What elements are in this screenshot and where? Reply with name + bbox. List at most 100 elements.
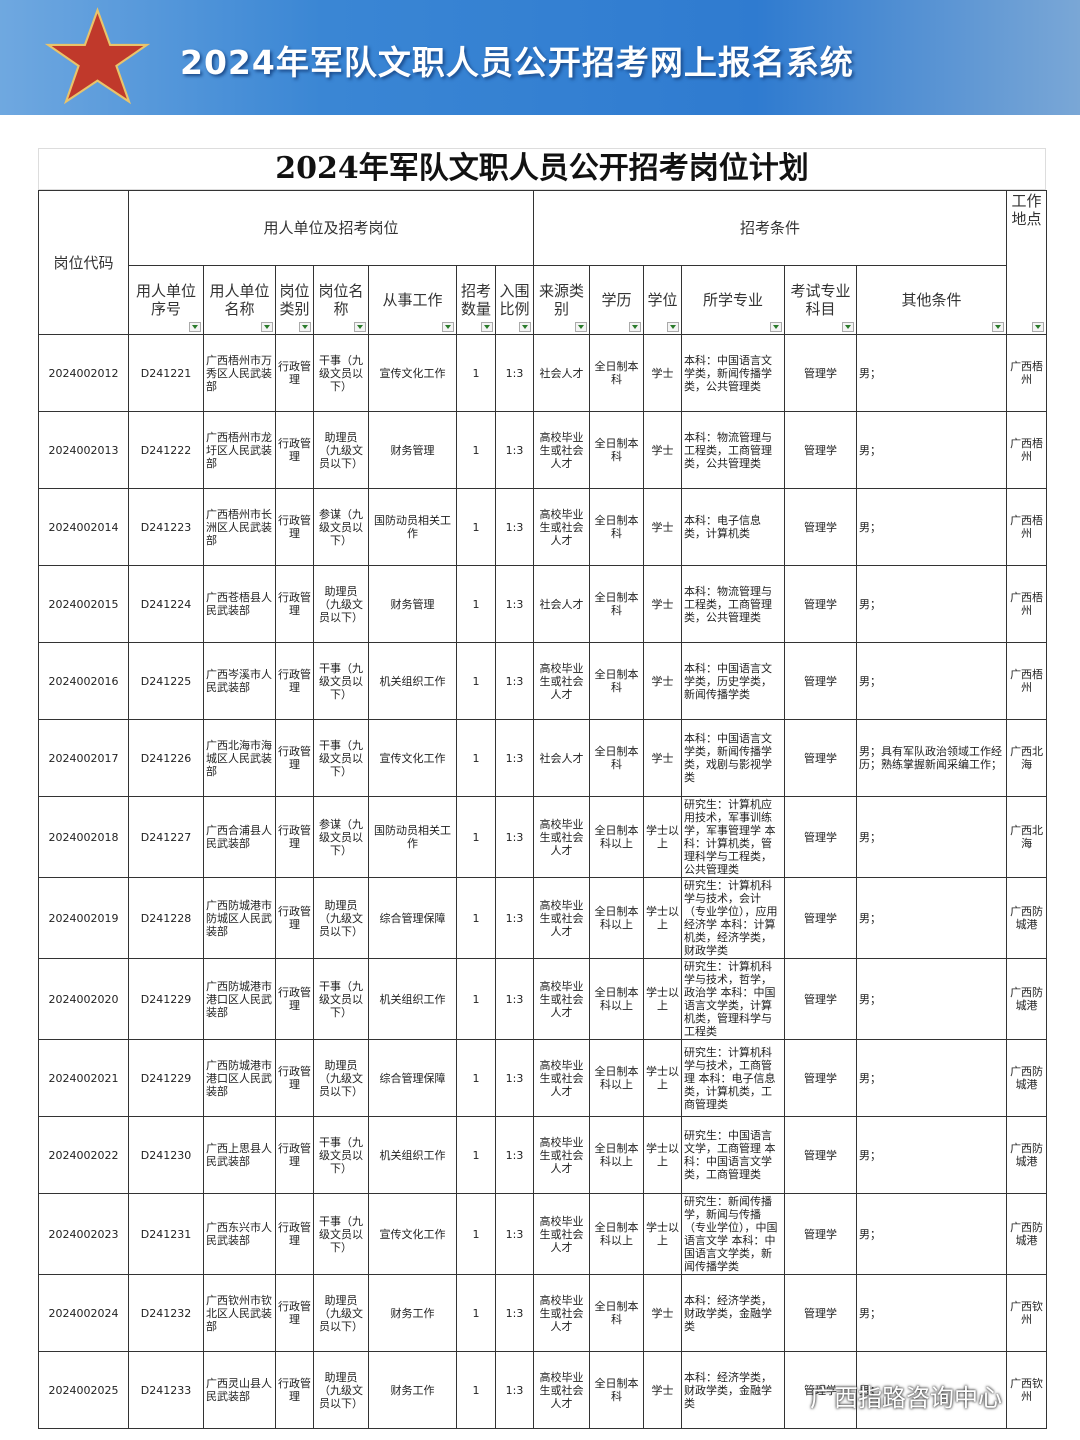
exam-subject: 管理学 [784, 1116, 858, 1194]
unit-number: D241228 [128, 877, 204, 959]
position-code: 2024002013 [38, 411, 129, 489]
work: 宣传文化工作 [368, 1193, 457, 1275]
category: 行政管理 [275, 565, 314, 643]
group-header: 招考条件 [533, 190, 1008, 266]
position-code: 2024002020 [38, 958, 129, 1040]
count: 1 [456, 1116, 496, 1194]
source: 高校毕业生或社会人才 [533, 488, 591, 566]
position-name: 干事（九级文员以下） [313, 334, 369, 412]
unit-name: 广西灵山县人民武装部 [203, 1351, 276, 1429]
source: 高校毕业生或社会人才 [533, 1116, 591, 1194]
group-header: 岗位代码 [38, 190, 129, 335]
unit-name: 广西钦州市钦北区人民武装部 [203, 1274, 276, 1352]
degree: 学士以上 [643, 796, 683, 878]
ratio: 1:3 [494, 1193, 535, 1275]
location: 广西梧州 [1006, 642, 1048, 720]
education: 全日制本科以上 [589, 1116, 645, 1194]
column-header: 所学专业 [681, 265, 786, 335]
filter-button[interactable] [481, 322, 493, 332]
ratio: 1:3 [494, 642, 535, 720]
other-conditions: 男； [856, 411, 1008, 489]
unit-number: D241222 [128, 411, 204, 489]
degree: 学士 [643, 1274, 683, 1352]
count: 1 [456, 411, 496, 489]
source: 高校毕业生或社会人才 [533, 411, 591, 489]
filter-button[interactable] [575, 322, 588, 332]
exam-subject: 管理学 [784, 565, 858, 643]
exam-subject: 管理学 [784, 1039, 858, 1117]
position-code: 2024002016 [38, 642, 129, 720]
other-conditions: 男； [856, 1116, 1008, 1194]
other-conditions: 男； [856, 565, 1008, 643]
count: 1 [456, 958, 496, 1040]
major: 本科：中国语言文学类，新闻传播学类，公共管理类 [681, 334, 786, 412]
filter-button[interactable] [842, 322, 855, 332]
filter-button[interactable] [992, 322, 1005, 332]
unit-number: D241232 [128, 1274, 204, 1352]
major: 研究生：新闻传播学，新闻与传播（专业学位），中国语言文学 本科：中国语言文学类，… [681, 1193, 786, 1275]
unit-number: D241230 [128, 1116, 204, 1194]
other-conditions: 男； [856, 1039, 1008, 1117]
category: 行政管理 [275, 1274, 314, 1352]
position-code: 2024002014 [38, 488, 129, 566]
column-header: 岗位名称 [313, 265, 369, 335]
education: 全日制本科以上 [589, 1193, 645, 1275]
filter-button[interactable] [261, 322, 273, 332]
position-name: 助理员（九级文员以下） [313, 1039, 369, 1117]
filter-button[interactable] [299, 322, 311, 332]
unit-number: D241233 [128, 1351, 204, 1429]
column-header: 入围比例 [494, 265, 535, 335]
unit-name: 广西梧州市龙圩区人民武装部 [203, 411, 276, 489]
unit-number: D241229 [128, 958, 204, 1040]
filter-button[interactable] [519, 322, 532, 332]
exam-subject: 管理学 [784, 1351, 858, 1429]
location: 广西钦州 [1006, 1351, 1048, 1429]
other-conditions: 男； [856, 488, 1008, 566]
degree: 学士 [643, 411, 683, 489]
education: 全日制本科以上 [589, 877, 645, 959]
major: 本科：中国语言文学类，新闻传播学类，戏剧与影视学类 [681, 719, 786, 797]
other-conditions: 男； [856, 642, 1008, 720]
filter-button[interactable] [770, 322, 783, 332]
unit-number: D241223 [128, 488, 204, 566]
unit-name: 广西梧州市万秀区人民武装部 [203, 334, 276, 412]
other-conditions: 男； [856, 334, 1008, 412]
other-conditions: 男； [856, 958, 1008, 1040]
table-row: 2024002015 D241224 广西苍梧县人民武装部 行政管理 助理员（九级文员以… [38, 565, 1048, 643]
filter-button[interactable] [1032, 322, 1045, 332]
position-name: 助理员（九级文员以下） [313, 565, 369, 643]
major: 研究生：计算机科学与技术，会计（专业学位），应用经济学 本科：计算机类，经济学类… [681, 877, 786, 959]
position-name: 干事（九级文员以下） [313, 1116, 369, 1194]
other-conditions: 男； [856, 1193, 1008, 1275]
filter-button[interactable] [189, 322, 201, 332]
education: 全日制本科 [589, 642, 645, 720]
work: 宣传文化工作 [368, 719, 457, 797]
category: 行政管理 [275, 958, 314, 1040]
major: 研究生：计算机科学与技术，哲学，政治学 本科：中国语言文学类，计算机类，管理科学… [681, 958, 786, 1040]
work: 财务工作 [368, 1274, 457, 1352]
filter-button[interactable] [629, 322, 642, 332]
ratio: 1:3 [494, 565, 535, 643]
position-code: 2024002022 [38, 1116, 129, 1194]
filter-button[interactable] [442, 322, 454, 332]
table-row: 2024002019 D241228 广西防城港市防城区人民武装部 行政管理 助理员（九… [38, 877, 1048, 959]
position-code: 2024002017 [38, 719, 129, 797]
major: 本科：中国语言文学类，历史学类，新闻传播学类 [681, 642, 786, 720]
education: 全日制本科以上 [589, 1039, 645, 1117]
major: 本科：物流管理与工程类，工商管理类，公共管理类 [681, 565, 786, 643]
filter-button[interactable] [354, 322, 366, 332]
unit-number: D241227 [128, 796, 204, 878]
category: 行政管理 [275, 642, 314, 720]
count: 1 [456, 1274, 496, 1352]
source: 高校毕业生或社会人才 [533, 877, 591, 959]
filter-button[interactable] [667, 322, 680, 332]
column-header: 学历 [589, 265, 645, 335]
banner: 2024年军队文职人员公开招考网上报名系统 [0, 0, 1080, 115]
ratio: 1:3 [494, 1116, 535, 1194]
education: 全日制本科 [589, 411, 645, 489]
count: 1 [456, 796, 496, 878]
other-conditions: 男； [856, 796, 1008, 878]
count: 1 [456, 488, 496, 566]
location: 广西北海 [1006, 719, 1048, 797]
